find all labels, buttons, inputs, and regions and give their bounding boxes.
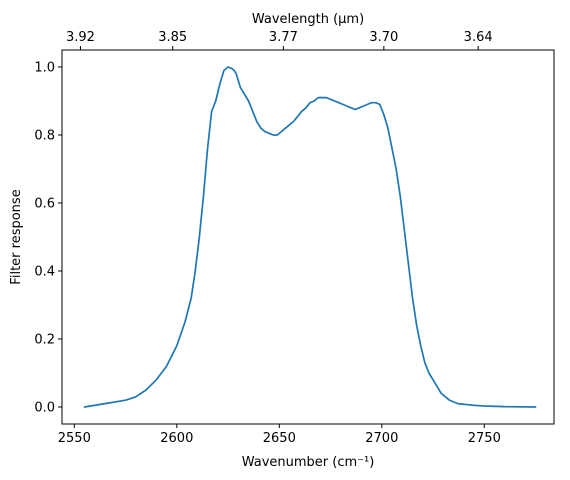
bottom-tick-label: 2700 [365, 431, 398, 446]
bottom-tick-label: 2650 [263, 431, 296, 446]
top-tick-label: 3.64 [464, 30, 493, 45]
x-axis-label: Wavenumber (cm⁻¹) [242, 455, 375, 470]
top-axis-ticks: 3.92 3.85 3.77 3.70 3.64 [66, 30, 493, 50]
top-tick-label: 3.77 [269, 30, 298, 45]
bottom-tick-label: 2600 [160, 431, 193, 446]
bottom-axis-ticks: 2550 2600 2650 2700 2750 [58, 424, 501, 446]
left-tick-label: 0.4 [34, 265, 55, 280]
plot-frame [61, 49, 555, 425]
left-tick-label: 0.6 [34, 197, 55, 212]
bottom-tick-label: 2550 [58, 431, 91, 446]
top-tick-label: 3.85 [158, 30, 187, 45]
bottom-tick-label: 2750 [468, 431, 501, 446]
left-axis-ticks: 0.0 0.2 0.4 0.6 0.8 1.0 [34, 61, 62, 416]
top-tick-label: 3.70 [369, 30, 398, 45]
left-tick-label: 0.2 [34, 333, 55, 348]
y-axis-label: Filter response [9, 189, 24, 284]
filter-response-line [83, 66, 537, 408]
left-tick-label: 0.8 [34, 129, 55, 144]
left-tick-label: 0.0 [34, 401, 55, 416]
top-tick-label: 3.92 [66, 30, 95, 45]
top-axis-label: Wavelength (µm) [252, 12, 364, 27]
left-tick-label: 1.0 [34, 61, 55, 76]
